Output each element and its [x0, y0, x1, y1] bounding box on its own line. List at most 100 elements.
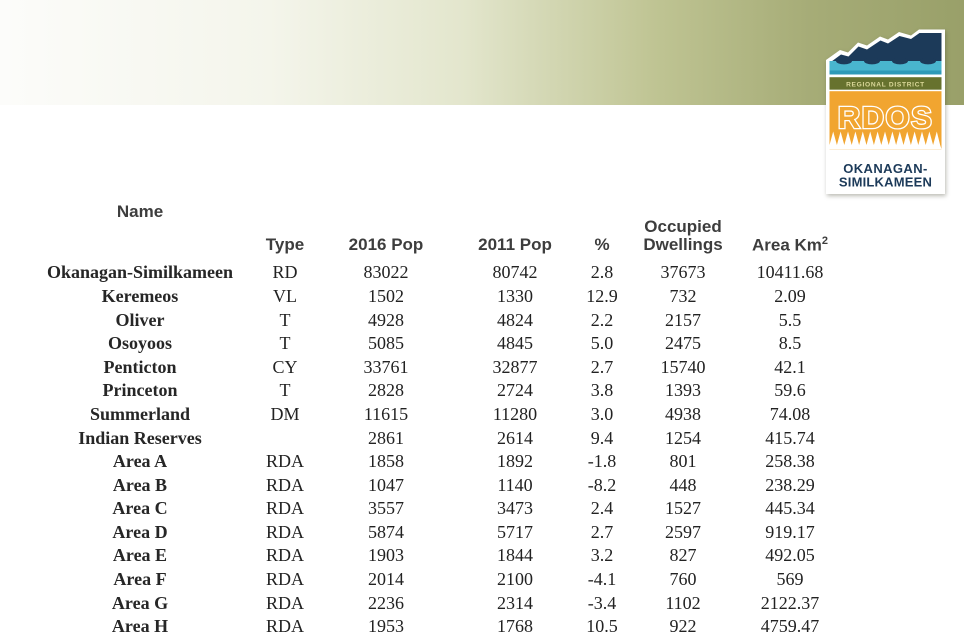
table-body: Okanagan-Similkameen RD 83022 80742 2.8 37673… — [30, 261, 840, 639]
table-row: Area C RDA 3557 3473 2.4 1527 445.34 — [30, 497, 840, 521]
table-cell: 2100 — [497, 569, 533, 590]
column-header: Type — [265, 235, 305, 255]
row-name-cell: Area B — [112, 474, 168, 495]
column-header: 2011 Pop — [478, 235, 552, 255]
row-name-cell: Indian Reserves — [78, 427, 202, 448]
table-cell: 1502 — [368, 285, 404, 306]
water-band-deep — [829, 70, 942, 75]
table-cell: RDA — [265, 451, 304, 472]
column-header: % — [594, 235, 610, 255]
table-cell: 4845 — [497, 333, 533, 354]
row-name-cell: Okanagan-Similkameen — [46, 262, 234, 283]
table-row: Area A RDA 1858 1892 -1.8 801 258.38 — [30, 450, 840, 474]
table-cell: 1953 — [368, 616, 404, 637]
table-cell: 2236 — [368, 592, 404, 613]
rdos-acronym: RDOS — [838, 100, 934, 135]
table-cell: 919.17 — [765, 521, 815, 542]
table-row: Oliver T 4928 4824 2.2 2157 5.5 — [30, 308, 840, 332]
row-name-cell: Osoyoos — [107, 333, 172, 354]
wave-bumps — [836, 57, 936, 65]
table-cell: 10.5 — [586, 616, 618, 637]
table-cell: 4824 — [497, 309, 533, 330]
table-cell: 42.1 — [774, 356, 806, 377]
divider-line — [829, 89, 942, 92]
table-cell: 1102 — [665, 592, 701, 613]
okanagan-line: OKANAGAN- — [843, 161, 927, 176]
table-cell: 1047 — [368, 474, 404, 495]
table-cell: VL — [273, 285, 297, 306]
mountains-graphic — [829, 33, 942, 63]
table-cell: RD — [272, 262, 298, 283]
table-cell: 2.2 — [590, 309, 614, 330]
table-row: Indian Reserves 2861 2614 9.4 1254 415.74 — [30, 426, 840, 450]
table-cell: -4.1 — [587, 569, 617, 590]
district-band — [829, 77, 942, 90]
table-row: Area E RDA 1903 1844 3.2 827 492.05 — [30, 544, 840, 568]
table-cell: RDA — [265, 474, 304, 495]
table-cell: 2828 — [368, 380, 404, 401]
table-cell: RDA — [265, 545, 304, 566]
table-cell: 2475 — [665, 333, 701, 354]
table-cell: 1140 — [497, 474, 533, 495]
sun-rays-graphic — [829, 131, 942, 149]
table-cell: 5.0 — [590, 333, 614, 354]
table-cell: 4759.47 — [760, 616, 820, 637]
table-cell: RDA — [265, 569, 304, 590]
table-row: Princeton T 2828 2724 3.8 1393 59.6 — [30, 379, 840, 403]
table-row: Keremeos VL 1502 1330 12.9 732 2.09 — [30, 285, 840, 309]
row-name-cell: Area C — [112, 498, 168, 519]
table-cell: 2.09 — [774, 285, 806, 306]
table-cell: T — [279, 333, 291, 354]
column-header: Occupied Dwellings — [643, 216, 723, 255]
table-cell: 11615 — [363, 403, 409, 424]
table-cell: 37673 — [660, 262, 706, 283]
table-cell: 569 — [776, 569, 804, 590]
table-cell: 5085 — [368, 333, 404, 354]
row-name-cell: Keremeos — [101, 285, 179, 306]
table-cell: 732 — [669, 285, 697, 306]
table-cell: 1903 — [368, 545, 404, 566]
table-cell: 2861 — [368, 427, 404, 448]
table-cell: 2724 — [497, 380, 533, 401]
table-cell — [250, 426, 320, 450]
column-header: Area Km2 — [751, 234, 829, 255]
row-name-cell: Area G — [111, 592, 169, 613]
table-cell: 2.7 — [590, 521, 614, 542]
table-cell: 448 — [669, 474, 697, 495]
table-cell: 415.74 — [765, 427, 815, 448]
table-cell: DM — [270, 403, 300, 424]
table-cell: 492.05 — [765, 545, 815, 566]
table-cell: RDA — [265, 616, 304, 637]
table-cell: 1892 — [497, 451, 533, 472]
regional-district-label: REGIONAL DISTRICT — [846, 82, 925, 89]
table-cell: 2.7 — [590, 356, 614, 377]
row-name-cell: Area A — [112, 451, 168, 472]
table-cell: 760 — [669, 569, 697, 590]
table-cell: 5717 — [497, 521, 533, 542]
table-cell: 2122.37 — [760, 592, 820, 613]
table-cell: 3.2 — [590, 545, 614, 566]
table-cell: RDA — [265, 592, 304, 613]
table-cell: RDA — [265, 498, 304, 519]
table-row: Osoyoos T 5085 4845 5.0 2475 8.5 — [30, 332, 840, 356]
table-cell: T — [279, 380, 291, 401]
table-cell: 2157 — [665, 309, 701, 330]
table-cell: 445.34 — [765, 498, 815, 519]
table-cell: 4928 — [368, 309, 404, 330]
water-band — [829, 61, 942, 71]
table-cell: 33761 — [363, 356, 409, 377]
row-name-cell: Oliver — [115, 309, 165, 330]
table-cell: 2.8 — [590, 262, 614, 283]
table-row: Okanagan-Similkameen RD 83022 80742 2.8 37673… — [30, 261, 840, 285]
table-cell: 1393 — [665, 380, 701, 401]
table-cell: -8.2 — [587, 474, 617, 495]
table-cell: 1768 — [497, 616, 533, 637]
row-name-cell: Area F — [113, 569, 167, 590]
table-cell: 3.8 — [590, 380, 614, 401]
table-cell: 11280 — [492, 403, 538, 424]
superscript: 2 — [821, 234, 829, 247]
table-cell: 9.4 — [590, 427, 614, 448]
table-cell: 3557 — [368, 498, 404, 519]
table-cell: 80742 — [492, 262, 538, 283]
table-row: Area G RDA 2236 2314 -3.4 1102 2122.37 — [30, 591, 840, 615]
